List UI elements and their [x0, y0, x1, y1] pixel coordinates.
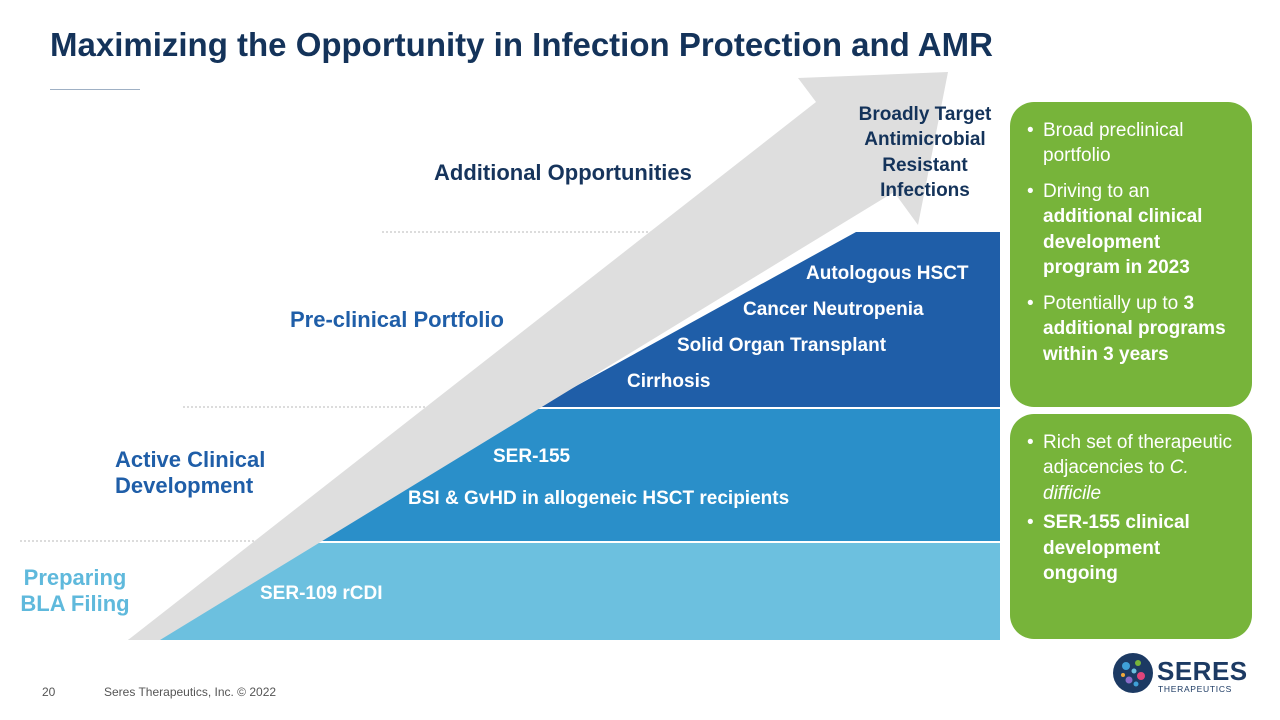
callout-bullet: SER-155 clinical development ongoing: [1024, 510, 1238, 586]
bar-label-bsi-gvhd: BSI & GvHD in allogeneic HSCT recipients: [408, 488, 790, 509]
seres-logo-icon: [1113, 653, 1153, 693]
callout-box-preclinical: Broad preclinical portfolio Driving to a…: [1010, 102, 1252, 407]
level-label-preclinical: Pre-clinical Portfolio: [290, 307, 504, 332]
page-title: Maximizing the Opportunity in Infection …: [50, 26, 993, 63]
callout-bullet: Broad preclinical portfolio: [1024, 118, 1238, 169]
bar-label-solid-organ: Solid Organ Transplant: [677, 335, 887, 356]
arrow-target-text: Broadly Target Antimicrobial Resistant I…: [858, 104, 992, 201]
logo-wordmark: SERES: [1157, 656, 1248, 686]
bar-label-ser155: SER-155: [493, 446, 571, 467]
callout-box-clinical: Rich set of therapeutic adjacencies to C…: [1010, 414, 1252, 639]
bar-active: [296, 409, 1000, 541]
title-underline: [50, 89, 140, 90]
bar-label-cancer-neutropenia: Cancer Neutropenia: [743, 299, 924, 320]
bar-preclinical: [538, 232, 1000, 407]
logo-subtitle: THERAPEUTICS: [1158, 684, 1233, 694]
bar-label-cirrhosis: Cirrhosis: [627, 371, 711, 392]
bar-label-ser109: SER-109 rCDI: [260, 583, 383, 604]
growth-arrow: [128, 72, 948, 640]
bar-preparing: [128, 543, 1000, 640]
page-number: 20: [42, 685, 56, 699]
level-label-preparing: Preparing BLA Filing: [20, 565, 130, 617]
level-label-active: Active Clinical Development: [115, 447, 266, 499]
level-label-additional: Additional Opportunities: [434, 160, 692, 185]
callout-bullet: Rich set of therapeutic adjacencies to C…: [1024, 430, 1238, 506]
footer-copyright: Seres Therapeutics, Inc. © 2022: [104, 685, 277, 699]
callout-bullet: Potentially up to 3 additional programs …: [1024, 291, 1238, 367]
callout-bullet: Driving to an additional clinical develo…: [1024, 179, 1238, 281]
bar-label-autologous-hsct: Autologous HSCT: [806, 263, 969, 284]
